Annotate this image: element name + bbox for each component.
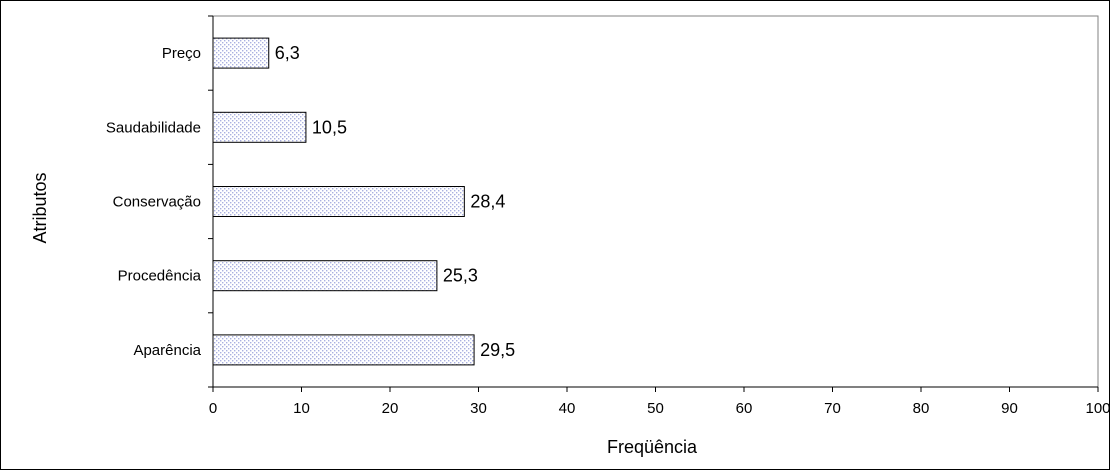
bar [212, 37, 270, 69]
data-label: 6,3 [275, 43, 300, 63]
category-label: Conservação [113, 194, 201, 211]
category-label: Preço [162, 45, 201, 62]
category-label: Procedência [118, 268, 202, 285]
x-tick-label: 20 [382, 400, 399, 417]
category-label: Aparência [133, 342, 201, 359]
x-tick-label: 30 [470, 400, 487, 417]
x-tick-label: 100 [1085, 400, 1110, 417]
x-tick-label: 10 [293, 400, 310, 417]
y-axis-title: Atributos [30, 172, 50, 243]
x-tick-label: 80 [913, 400, 930, 417]
data-label: 25,3 [443, 266, 478, 286]
data-label: 10,5 [312, 117, 347, 137]
bar [212, 260, 438, 292]
x-tick-label: 0 [209, 400, 217, 417]
bar [212, 186, 465, 217]
x-axis-title: Freqüência [607, 437, 698, 457]
data-label: 28,4 [470, 192, 505, 212]
bar [212, 334, 475, 366]
x-tick-label: 70 [824, 400, 841, 417]
bar [212, 111, 307, 143]
x-tick-label: 50 [647, 400, 664, 417]
x-tick-label: 90 [1001, 400, 1018, 417]
category-label: Saudabilidade [106, 119, 201, 136]
x-tick-label: 40 [559, 400, 576, 417]
x-tick-label: 60 [736, 400, 753, 417]
data-label: 29,5 [480, 340, 515, 360]
